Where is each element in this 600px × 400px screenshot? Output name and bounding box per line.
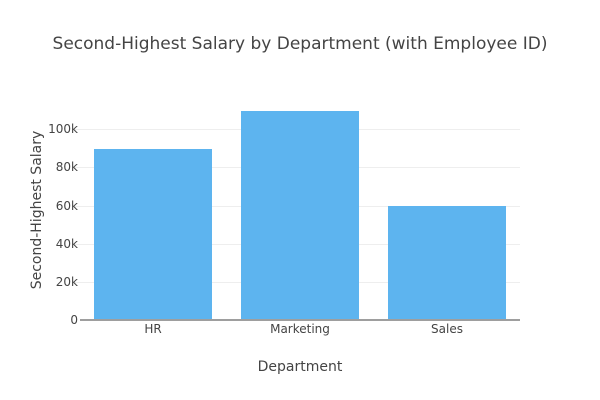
y-tick-mark [75,129,80,130]
y-tick-label: 60k [55,199,78,213]
plot-area [80,100,520,320]
y-tick-mark [75,282,80,283]
x-tick-label-sales: Sales [431,322,463,336]
y-tick-label: 0 [70,313,78,327]
bar-marketing[interactable] [241,111,359,320]
y-tick-mark [75,244,80,245]
x-axis-line [80,319,520,321]
x-tick-label-hr: HR [144,322,162,336]
chart-title: Second-Highest Salary by Department (wit… [52,34,548,54]
y-tick-label: 100k [48,122,78,136]
x-axis-title: Department [257,359,343,375]
y-tick-mark [75,206,80,207]
y-tick-mark [75,167,80,168]
y-tick-label: 20k [55,275,78,289]
bar-sales[interactable] [388,206,506,320]
y-tick-label: 40k [55,237,78,251]
bar-hr[interactable] [94,149,212,320]
y-axis-title: Second-Highest Salary [29,130,45,290]
x-tick-label-marketing: Marketing [270,322,330,336]
y-tick-label: 80k [55,160,78,174]
